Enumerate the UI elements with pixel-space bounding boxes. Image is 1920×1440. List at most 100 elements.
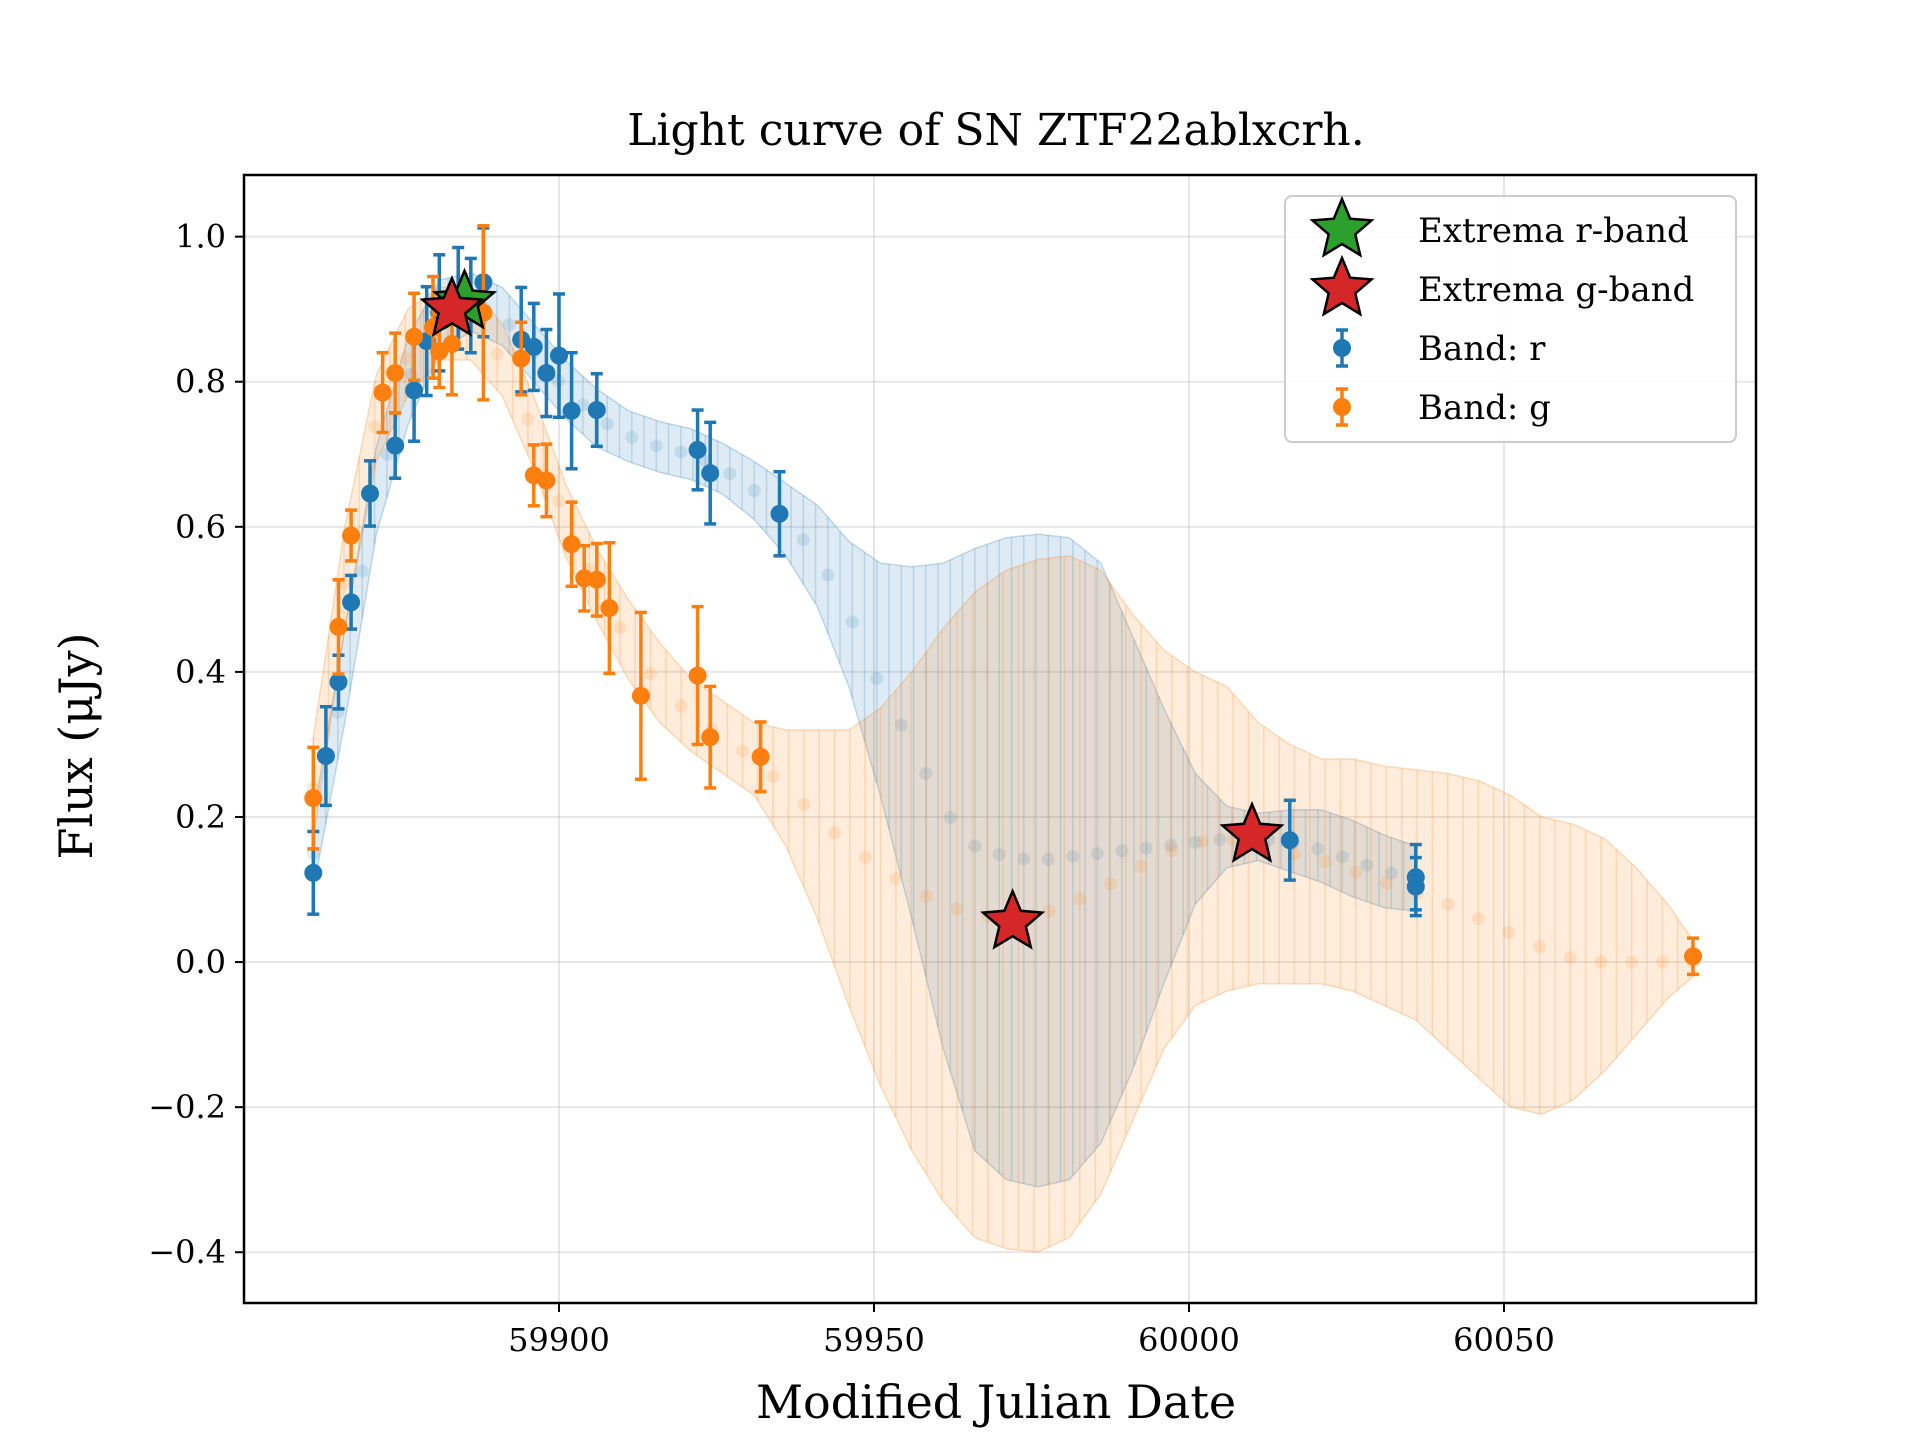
model-point-r bbox=[943, 811, 957, 825]
model-point-r bbox=[845, 615, 859, 629]
model-point-r bbox=[1311, 842, 1325, 856]
model-point-r bbox=[1115, 844, 1129, 858]
model-point-g bbox=[1165, 843, 1179, 857]
data-point-g bbox=[386, 331, 405, 415]
data-marker bbox=[405, 327, 424, 346]
data-point-r bbox=[770, 469, 789, 558]
model-point-r bbox=[1090, 847, 1104, 861]
model-point-r bbox=[821, 568, 835, 582]
model-point-r bbox=[674, 445, 688, 459]
y-tick-label: 0.8 bbox=[175, 363, 226, 401]
data-point-g bbox=[562, 500, 581, 589]
data-marker bbox=[316, 747, 335, 766]
model-point-r bbox=[355, 564, 369, 578]
data-marker bbox=[587, 401, 606, 420]
model-point-g bbox=[1042, 904, 1056, 918]
model-point-g bbox=[1441, 897, 1455, 911]
axis-ticks: 59900 59950 60000 60050 −0.4 −0.2 0.0 0.2 0.4 0.6… bbox=[148, 218, 1555, 1359]
model-point-r bbox=[625, 430, 639, 444]
model-point-g bbox=[1195, 835, 1209, 849]
model-point-r bbox=[1017, 852, 1031, 866]
legend-point-marker bbox=[1333, 339, 1351, 357]
x-axis-label: Modified Julian Date bbox=[756, 1375, 1236, 1429]
data-marker bbox=[537, 364, 556, 383]
model-point-r bbox=[870, 671, 884, 685]
data-marker bbox=[631, 686, 650, 705]
data-point-r bbox=[688, 408, 707, 492]
data-point-g bbox=[512, 320, 531, 397]
data-point-r bbox=[361, 459, 379, 528]
data-point-r bbox=[524, 301, 543, 393]
data-point-g bbox=[751, 720, 770, 794]
model-point-r bbox=[1164, 838, 1178, 852]
y-tick-label: 0.0 bbox=[175, 943, 226, 981]
model-point-g bbox=[1502, 925, 1516, 939]
data-marker bbox=[405, 381, 424, 400]
extrema-star-g bbox=[980, 887, 1046, 950]
legend-point-marker bbox=[1333, 398, 1351, 416]
data-point-g bbox=[537, 442, 556, 519]
model-point-r bbox=[894, 718, 908, 732]
data-point-r bbox=[1280, 798, 1299, 882]
data-marker bbox=[304, 863, 323, 882]
legend-star-marker bbox=[1309, 195, 1375, 258]
legend-label: Extrema r-band bbox=[1418, 211, 1689, 251]
model-point-g bbox=[1103, 877, 1117, 891]
data-point-g bbox=[701, 684, 720, 790]
data-marker bbox=[342, 593, 361, 612]
model-point-g bbox=[1594, 955, 1608, 969]
data-point-r bbox=[587, 372, 606, 449]
data-point-g bbox=[600, 541, 619, 676]
model-point-g bbox=[828, 826, 842, 840]
plot-content bbox=[304, 224, 1702, 1253]
legend-star-marker bbox=[1309, 254, 1375, 317]
model-point-r bbox=[1384, 866, 1398, 880]
model-point-r bbox=[796, 533, 810, 547]
data-marker bbox=[442, 335, 461, 354]
model-point-r bbox=[747, 484, 761, 498]
data-point-r bbox=[1406, 855, 1425, 918]
data-marker bbox=[342, 526, 361, 545]
model-point-g bbox=[1471, 911, 1485, 925]
data-marker bbox=[329, 673, 348, 692]
y-tick-label: 0.6 bbox=[175, 508, 226, 546]
data-point-r bbox=[386, 411, 405, 480]
model-point-g bbox=[950, 902, 964, 916]
data-point-g bbox=[405, 291, 424, 383]
model-point-g bbox=[1379, 876, 1393, 890]
data-point-g bbox=[688, 604, 707, 747]
model-point-r bbox=[1335, 850, 1349, 864]
model-point-g bbox=[920, 889, 933, 903]
model-point-g bbox=[1625, 955, 1639, 969]
legend-label: Band: g bbox=[1418, 388, 1551, 428]
data-marker bbox=[688, 666, 707, 685]
model-point-g bbox=[644, 667, 658, 681]
model-point-g bbox=[674, 699, 688, 713]
y-tick-label: 0.2 bbox=[175, 798, 226, 836]
model-point-g bbox=[398, 351, 412, 365]
model-point-r bbox=[1066, 849, 1080, 863]
data-marker bbox=[701, 728, 720, 747]
legend: Extrema r-band Extrema g-band Band: r Band:… bbox=[1284, 195, 1737, 443]
data-marker bbox=[701, 464, 720, 483]
model-point-g bbox=[368, 420, 382, 434]
data-point-g bbox=[304, 745, 323, 851]
model-point-g bbox=[1655, 955, 1669, 969]
data-point-g bbox=[329, 578, 348, 676]
model-point-r bbox=[502, 318, 516, 332]
data-marker bbox=[329, 617, 348, 636]
legend-box bbox=[1284, 195, 1737, 443]
y-axis-label: Flux (μJy) bbox=[49, 632, 103, 859]
data-point-g bbox=[524, 443, 543, 508]
model-point-g bbox=[889, 871, 903, 885]
data-point-r bbox=[342, 573, 361, 631]
y-tick-label: −0.4 bbox=[148, 1233, 226, 1271]
model-band-g bbox=[312, 286, 1694, 1253]
x-tick-label: 60000 bbox=[1138, 1321, 1240, 1359]
data-marker bbox=[512, 349, 531, 368]
data-marker bbox=[751, 747, 770, 766]
chart-title: Light curve of SN ZTF22ablxcrh. bbox=[627, 105, 1364, 156]
data-point-g bbox=[587, 541, 606, 618]
model-point-g bbox=[797, 798, 811, 812]
